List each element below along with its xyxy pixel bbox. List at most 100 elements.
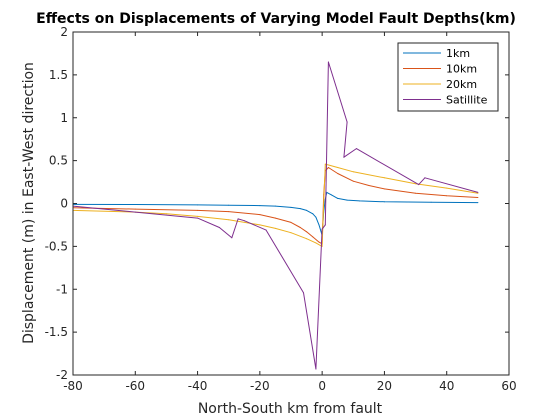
- data-point: [430, 201, 432, 203]
- data-point: [228, 211, 230, 213]
- data-point: [299, 227, 301, 228]
- data-point: [259, 205, 261, 207]
- data-point: [197, 204, 199, 206]
- data-point: [318, 241, 320, 243]
- data-point: [259, 214, 261, 216]
- data-point: [318, 224, 320, 226]
- data-point: [346, 121, 348, 123]
- data-point: [290, 221, 292, 223]
- x-tick-label: -20: [250, 379, 270, 393]
- data-point: [352, 171, 354, 173]
- data-point: [477, 202, 479, 204]
- data-point: [326, 191, 328, 193]
- axis-ticks: -80 -60 -40 -20 0 20 40 60 -2 -1.5 -1 -0.5 0 0.5 1 1.5 2: [45, 25, 517, 393]
- data-point: [259, 224, 261, 226]
- data-point: [324, 224, 326, 226]
- y-tick-label: 2: [60, 25, 68, 39]
- legend-entry: Satillite: [446, 94, 488, 107]
- data-point: [415, 192, 417, 194]
- data-point: [418, 184, 420, 186]
- data-point: [337, 173, 339, 174]
- data-point: [315, 368, 317, 370]
- x-tick-label: -60: [125, 379, 145, 393]
- y-tick-label: 1.5: [49, 68, 68, 82]
- data-point: [306, 238, 308, 240]
- data-point: [337, 197, 339, 199]
- data-point: [306, 209, 308, 211]
- data-point: [383, 188, 385, 190]
- data-point: [134, 204, 136, 205]
- data-point: [368, 185, 370, 186]
- plot-frame: [72, 31, 510, 376]
- data-point: [323, 203, 325, 204]
- data-point: [290, 232, 292, 234]
- legend-entry: 1km: [446, 47, 470, 60]
- data-point: [274, 227, 276, 229]
- x-tick-label: -80: [63, 379, 83, 393]
- data-point: [337, 167, 339, 168]
- x-tick-label: 20: [377, 379, 392, 393]
- data-point: [197, 217, 199, 219]
- data-point: [424, 177, 426, 179]
- data-point: [243, 220, 245, 222]
- data-point: [346, 199, 348, 201]
- data-point: [446, 187, 448, 189]
- data-point: [321, 245, 323, 247]
- legend: 1km 10km 20km Satillite: [397, 42, 499, 112]
- x-tick-label: 40: [439, 379, 454, 393]
- chart-title: Effects on Displacements of Varying Mode…: [36, 11, 516, 27]
- data-point: [477, 192, 479, 194]
- legend-entry: 10km: [446, 63, 477, 76]
- legend-entry: 20km: [446, 78, 477, 91]
- data-point: [327, 61, 329, 63]
- data-point: [359, 200, 360, 202]
- data-point: [324, 163, 326, 165]
- y-tick-label: 1: [60, 111, 68, 125]
- x-axis-label: North-South km from fault: [198, 401, 383, 417]
- data-point: [446, 195, 448, 197]
- data-point: [237, 218, 239, 220]
- y-tick-label: -1: [56, 282, 68, 296]
- data-point: [265, 229, 267, 231]
- data-point: [218, 227, 220, 228]
- data-point: [331, 194, 332, 196]
- data-point: [134, 211, 136, 213]
- y-axis-label: Displacement (m) in East-West direction: [21, 62, 37, 344]
- y-tick-label: -0.5: [45, 239, 68, 253]
- data-point: [477, 197, 479, 198]
- data-point: [312, 213, 314, 215]
- data-point: [321, 228, 323, 230]
- data-point: [312, 236, 314, 238]
- x-tick-label: -40: [188, 379, 208, 393]
- series-1km: [72, 191, 479, 236]
- data-point: [228, 219, 230, 221]
- series-line-10km: [72, 167, 478, 245]
- data-point: [383, 201, 385, 203]
- y-tick-label: -1.5: [45, 325, 68, 339]
- data-point: [134, 208, 136, 210]
- data-point: [290, 206, 292, 208]
- data-point: [315, 242, 317, 244]
- y-tick-label: 0: [60, 197, 68, 211]
- data-point: [299, 208, 301, 210]
- data-point: [306, 231, 308, 233]
- data-point: [197, 215, 199, 217]
- data-point: [303, 292, 304, 294]
- series-lines: [72, 61, 479, 370]
- x-tick-label: 60: [501, 379, 516, 393]
- data-point: [343, 156, 345, 158]
- data-point: [327, 167, 329, 168]
- data-point: [197, 209, 199, 211]
- y-tick-label: -2: [56, 368, 68, 382]
- data-point: [165, 213, 167, 215]
- y-tick-label: 0.5: [49, 154, 68, 168]
- data-point: [315, 216, 317, 218]
- data-point: [228, 204, 230, 206]
- data-point: [274, 217, 276, 219]
- data-point: [274, 205, 276, 207]
- data-point: [477, 191, 479, 193]
- data-point: [355, 148, 357, 150]
- data-point: [383, 177, 385, 179]
- data-point: [231, 237, 233, 239]
